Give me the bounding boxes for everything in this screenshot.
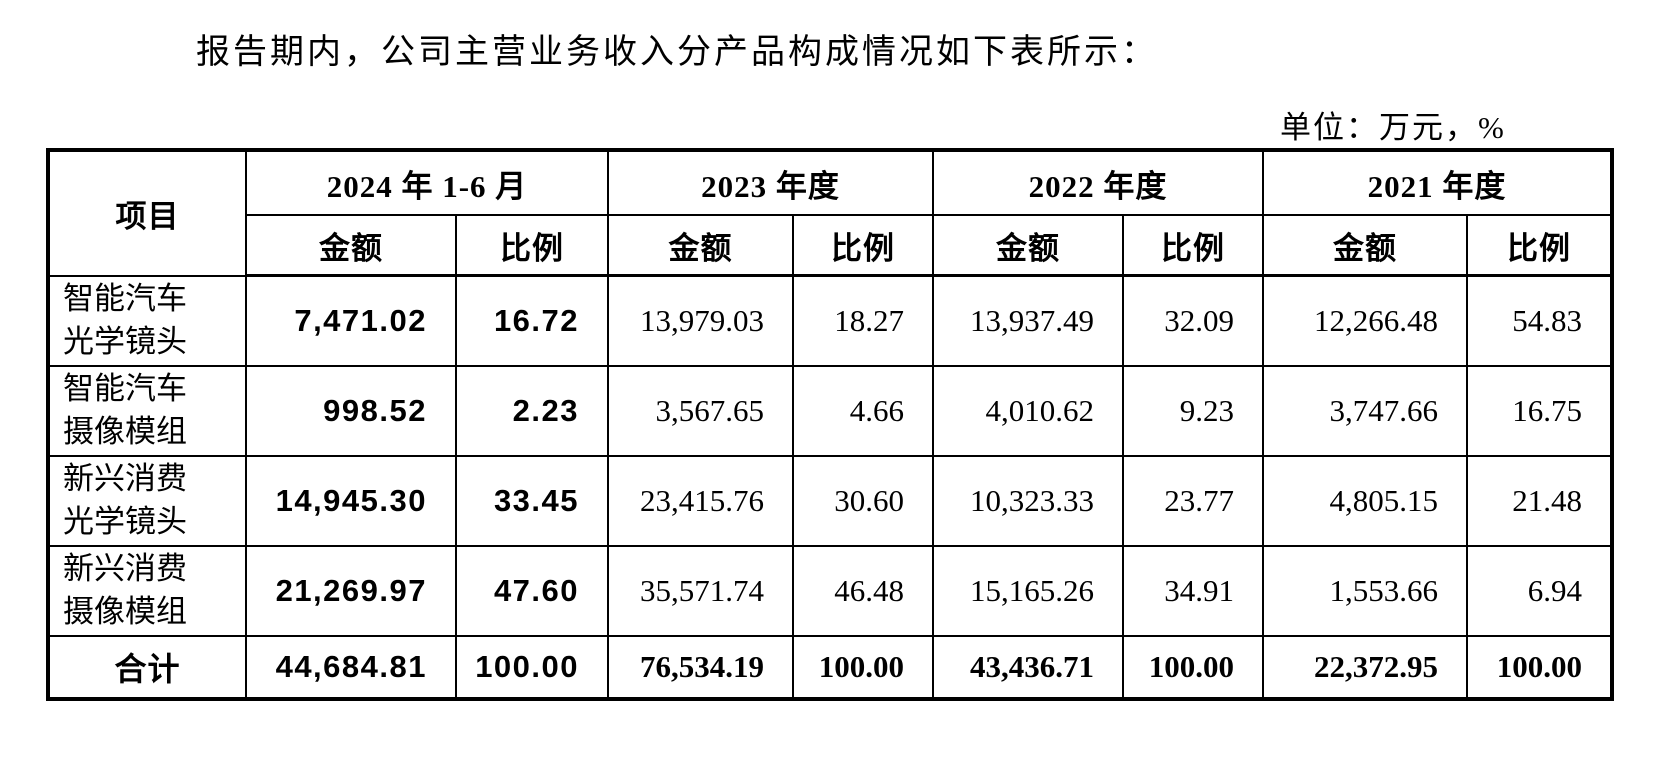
table-cell: 34.91 [1122, 545, 1265, 637]
row-label-line: 光学镜头 [63, 323, 187, 359]
table-cell: 9.23 [1122, 365, 1265, 457]
table-cell: 46.48 [792, 545, 935, 637]
table-row-consumer-module: 新兴消费 摄像模组 21,269.97 47.60 35,571.74 46.4… [47, 545, 1614, 637]
table-cell: 23.77 [1122, 455, 1265, 547]
row-label: 智能汽车 摄像模组 [47, 365, 247, 457]
column-header-period-2024h1: 2024 年 1-6 月 [244, 149, 610, 216]
header-row-subcolumns: 金额 比例 金额 比例 金额 比例 金额 比例 [48, 214, 1614, 277]
subheader-amount-2024h1: 金额 [245, 214, 457, 277]
row-label-line: 光学镜头 [63, 504, 187, 539]
row-label-line: 智能汽车 [63, 371, 187, 407]
table-row-consumer-lens: 新兴消费 光学镜头 14,945.30 33.45 23,415.76 30.6… [47, 455, 1614, 547]
row-label-line: 新兴消费 [63, 551, 187, 587]
table-cell: 22,372.95 [1262, 635, 1469, 700]
table-cell: 43,436.71 [932, 635, 1125, 700]
table-cell: 4.66 [792, 365, 935, 457]
column-header-item: 项目 [47, 149, 247, 277]
row-label: 新兴消费 摄像模组 [47, 545, 247, 637]
table-cell: 2.23 [454, 365, 610, 457]
table-cell: 7,471.02 [245, 274, 457, 367]
table-row-smart-car-lens: 智能汽车 光学镜头 7,471.02 16.72 13,979.03 18.27… [47, 274, 1614, 367]
table-cell: 76,534.19 [607, 635, 795, 700]
table-cell: 16.75 [1466, 365, 1614, 457]
row-label-line: 摄像模组 [63, 414, 187, 449]
table-cell: 998.52 [245, 365, 457, 457]
table-cell: 14,945.30 [245, 455, 457, 547]
table-cell: 12,266.48 [1262, 274, 1469, 367]
table-cell: 6.94 [1466, 545, 1614, 637]
subheader-amount-2023: 金额 [607, 214, 795, 277]
table-row-smart-car-module: 智能汽车 摄像模组 998.52 2.23 3,567.65 4.66 4,01… [47, 365, 1614, 457]
table-cell: 3,567.65 [607, 365, 795, 457]
table-cell: 4,805.15 [1262, 455, 1469, 547]
table-cell: 15,165.26 [932, 545, 1125, 637]
table-cell: 54.83 [1466, 274, 1614, 367]
total-row-label: 合计 [47, 635, 247, 700]
column-header-period-2022: 2022 年度 [932, 149, 1265, 216]
table-cell: 100.00 [454, 635, 610, 700]
table-cell: 100.00 [792, 635, 935, 700]
revenue-by-product-table: 项目 2024 年 1-6 月 2023 年度 2022 年度 2021 年度 … [46, 148, 1615, 701]
table-cell: 100.00 [1122, 635, 1265, 700]
table-cell: 23,415.76 [607, 455, 795, 547]
row-label: 智能汽车 光学镜头 [47, 274, 247, 367]
intro-paragraph: 报告期内，公司主营业务收入分产品构成情况如下表所示： [196, 34, 1158, 71]
row-label-line: 智能汽车 [63, 280, 187, 316]
row-label-line: 新兴消费 [63, 461, 187, 497]
table-cell: 13,979.03 [607, 274, 795, 367]
table-cell: 30.60 [792, 455, 935, 547]
table-cell: 32.09 [1122, 274, 1265, 367]
table-cell: 1,553.66 [1262, 545, 1469, 637]
table-cell: 47.60 [454, 545, 610, 637]
table-cell: 21.48 [1466, 455, 1614, 547]
column-header-period-2021: 2021 年度 [1262, 149, 1614, 216]
table-cell: 35,571.74 [607, 545, 795, 637]
table-cell: 16.72 [454, 274, 610, 367]
column-header-period-2023: 2023 年度 [607, 149, 935, 216]
row-label: 新兴消费 光学镜头 [47, 455, 247, 547]
row-label-line: 摄像模组 [63, 594, 187, 629]
subheader-ratio-2021: 比例 [1466, 214, 1614, 277]
table-cell: 100.00 [1466, 635, 1614, 700]
subheader-ratio-2022: 比例 [1122, 214, 1265, 277]
total-row: 合计 44,684.81 100.00 76,534.19 100.00 43,… [47, 635, 1614, 700]
table-cell: 33.45 [454, 455, 610, 547]
table-cell: 3,747.66 [1262, 365, 1469, 457]
header-row-periods: 项目 2024 年 1-6 月 2023 年度 2022 年度 2021 年度 [47, 149, 1614, 277]
table-cell: 44,684.81 [245, 635, 457, 700]
unit-label: 单位：万元，% [1280, 110, 1506, 145]
subheader-amount-2022: 金额 [932, 214, 1125, 277]
subheader-ratio-2024h1: 比例 [454, 214, 610, 277]
table-cell: 18.27 [792, 274, 935, 367]
table-cell: 21,269.97 [245, 545, 457, 637]
subheader-amount-2021: 金额 [1262, 214, 1469, 277]
subheader-ratio-2023: 比例 [792, 214, 935, 277]
table-cell: 13,937.49 [932, 274, 1125, 367]
table-cell: 10,323.33 [932, 455, 1125, 547]
table-cell: 4,010.62 [932, 365, 1125, 457]
